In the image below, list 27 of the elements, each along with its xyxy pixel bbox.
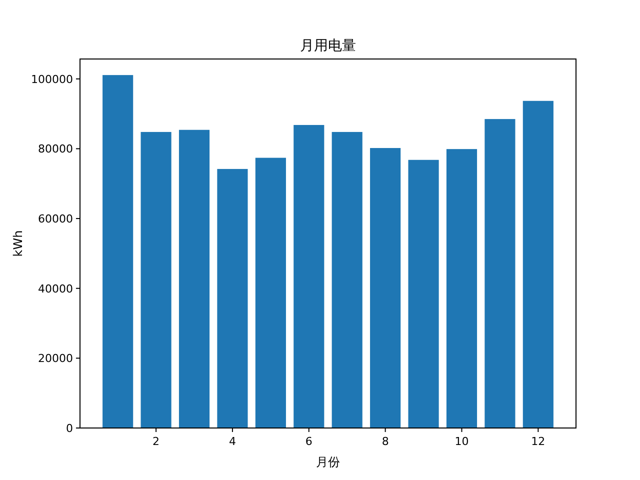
y-tick-label: 100000 xyxy=(31,72,73,86)
x-tick-label: 6 xyxy=(305,435,312,448)
chart-title: 月用电量 xyxy=(300,38,356,54)
bar xyxy=(408,160,439,428)
x-tick-label: 10 xyxy=(454,435,469,448)
bar xyxy=(446,149,478,428)
x-tick-label: 8 xyxy=(382,435,389,448)
x-axis-title: 月份 xyxy=(316,455,340,469)
bar xyxy=(217,168,248,428)
x-tick-label: 4 xyxy=(228,435,236,448)
y-axis-title: kWh xyxy=(11,230,25,257)
bar xyxy=(140,132,172,428)
y-tick-label: 0 xyxy=(66,422,73,435)
y-tick-label: 20000 xyxy=(38,352,73,366)
y-tick-label: 60000 xyxy=(38,212,73,226)
bar xyxy=(484,119,516,428)
bar xyxy=(522,100,554,428)
bar xyxy=(255,158,286,428)
bar xyxy=(370,148,401,428)
bar xyxy=(294,124,324,428)
bar xyxy=(102,75,134,428)
y-tick-label: 80000 xyxy=(38,142,73,156)
x-tick-label: 2 xyxy=(152,435,160,448)
bar xyxy=(332,132,362,428)
y-tick-label: 40000 xyxy=(38,282,73,296)
x-tick-label: 12 xyxy=(531,435,546,448)
bar xyxy=(178,130,210,428)
